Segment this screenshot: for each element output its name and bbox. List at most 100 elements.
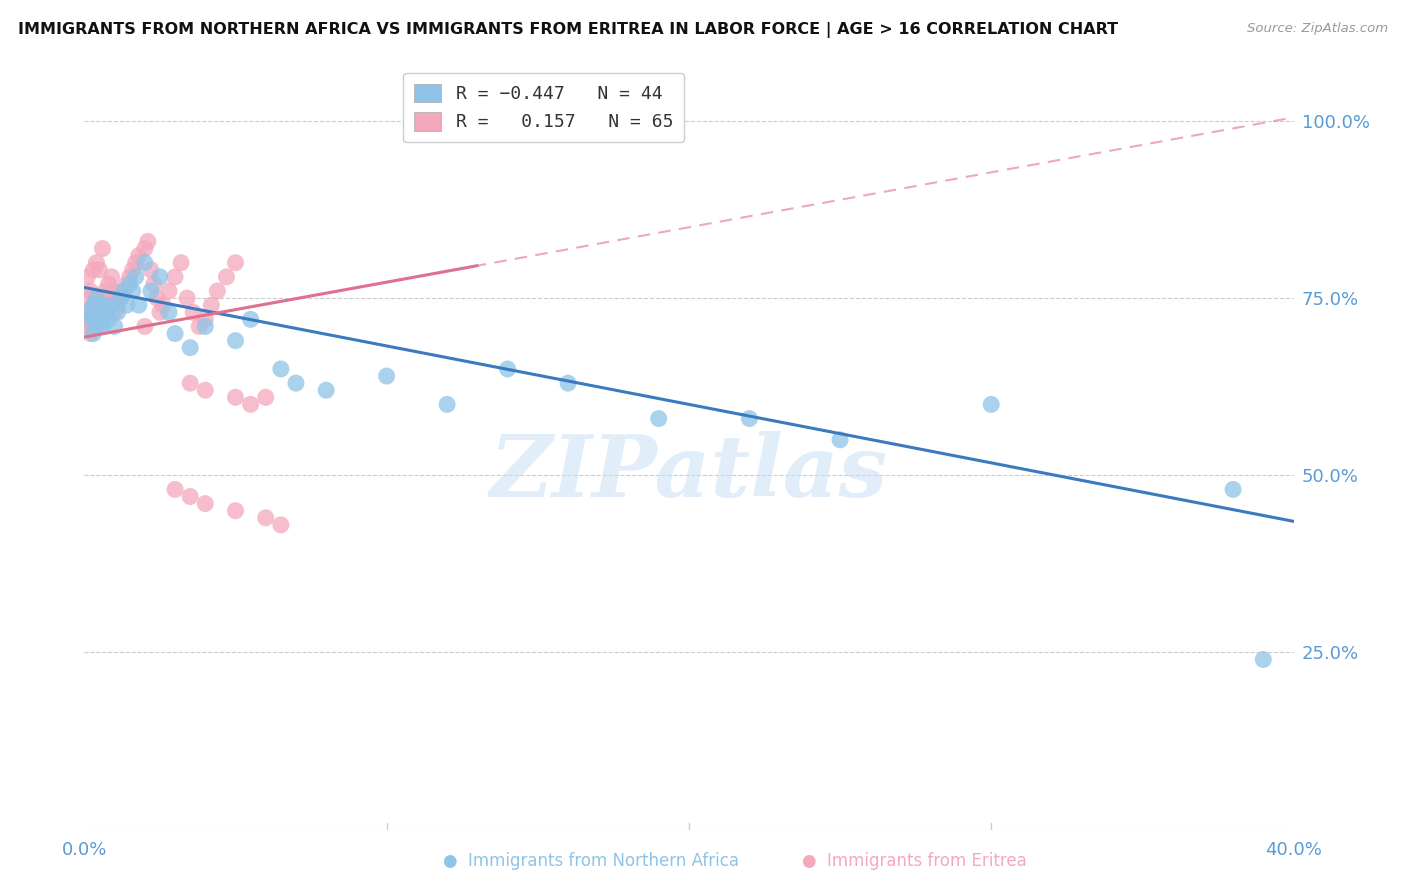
- Point: [112, 284, 135, 298]
- Point: [100, 298, 122, 312]
- Point: [97, 298, 120, 312]
- Text: Source: ZipAtlas.com: Source: ZipAtlas.com: [1247, 22, 1388, 36]
- Point: [152, 298, 174, 312]
- Point: [157, 305, 180, 319]
- Point: [980, 397, 1002, 411]
- Point: [136, 235, 159, 249]
- Point: [254, 390, 277, 404]
- Point: [176, 291, 198, 305]
- Point: [648, 411, 671, 425]
- Point: [104, 305, 127, 319]
- Point: [375, 369, 398, 384]
- Point: [225, 504, 247, 518]
- Point: [97, 277, 120, 291]
- Point: [86, 291, 108, 305]
- Point: [94, 305, 117, 319]
- Point: [115, 298, 138, 312]
- Point: [225, 255, 247, 269]
- Point: [165, 269, 187, 284]
- Point: [239, 397, 262, 411]
- Point: [79, 284, 101, 298]
- Point: [239, 312, 262, 326]
- Point: [76, 312, 98, 326]
- Point: [149, 305, 172, 319]
- Point: [315, 383, 337, 397]
- Point: [107, 298, 129, 312]
- Text: ZIPatlas: ZIPatlas: [489, 432, 889, 515]
- Point: [94, 305, 117, 319]
- Point: [830, 433, 852, 447]
- Point: [215, 269, 238, 284]
- Point: [104, 319, 127, 334]
- Point: [165, 483, 187, 497]
- Point: [557, 376, 579, 391]
- Point: [134, 319, 156, 334]
- Point: [225, 390, 247, 404]
- Text: ●  Immigrants from Eritrea: ● Immigrants from Eritrea: [801, 852, 1026, 870]
- Point: [139, 262, 162, 277]
- Text: ●  Immigrants from Northern Africa: ● Immigrants from Northern Africa: [443, 852, 738, 870]
- Point: [76, 305, 98, 319]
- Point: [194, 497, 217, 511]
- Point: [181, 305, 204, 319]
- Point: [91, 312, 114, 326]
- Point: [86, 255, 108, 269]
- Point: [170, 255, 193, 269]
- Point: [142, 277, 165, 291]
- Text: IMMIGRANTS FROM NORTHERN AFRICA VS IMMIGRANTS FROM ERITREA IN LABOR FORCE | AGE : IMMIGRANTS FROM NORTHERN AFRICA VS IMMIG…: [18, 22, 1118, 38]
- Point: [125, 269, 148, 284]
- Point: [270, 362, 292, 376]
- Point: [118, 269, 141, 284]
- Point: [110, 291, 132, 305]
- Point: [128, 298, 150, 312]
- Point: [125, 255, 148, 269]
- Point: [79, 305, 101, 319]
- Point: [89, 262, 111, 277]
- Point: [149, 269, 172, 284]
- Point: [91, 298, 114, 312]
- Point: [496, 362, 519, 376]
- Point: [82, 326, 104, 341]
- Point: [75, 319, 97, 334]
- Point: [134, 255, 156, 269]
- Point: [1222, 483, 1244, 497]
- Point: [94, 284, 117, 298]
- Point: [86, 319, 108, 334]
- Point: [128, 249, 150, 263]
- Point: [79, 326, 101, 341]
- Point: [285, 376, 308, 391]
- Point: [100, 269, 122, 284]
- Point: [86, 312, 108, 326]
- Point: [79, 312, 101, 326]
- Point: [97, 312, 120, 326]
- Point: [104, 284, 127, 298]
- Point: [89, 305, 111, 319]
- Point: [207, 284, 229, 298]
- Point: [225, 334, 247, 348]
- Point: [118, 277, 141, 291]
- Point: [194, 383, 217, 397]
- Point: [115, 277, 138, 291]
- Point: [91, 291, 114, 305]
- Point: [110, 291, 132, 305]
- Point: [107, 305, 129, 319]
- Point: [254, 510, 277, 524]
- Point: [165, 326, 187, 341]
- Point: [89, 312, 111, 326]
- Point: [738, 411, 761, 425]
- Point: [89, 298, 111, 312]
- Point: [194, 312, 217, 326]
- Point: [179, 341, 201, 355]
- Point: [82, 298, 104, 312]
- Point: [82, 262, 104, 277]
- Point: [89, 319, 111, 334]
- Legend: R = −0.447   N = 44, R =   0.157   N = 65: R = −0.447 N = 44, R = 0.157 N = 65: [404, 73, 685, 142]
- Point: [82, 319, 104, 334]
- Point: [270, 517, 292, 532]
- Point: [121, 284, 143, 298]
- Point: [76, 291, 98, 305]
- Point: [121, 262, 143, 277]
- Point: [100, 291, 122, 305]
- Point: [86, 291, 108, 305]
- Point: [1253, 652, 1275, 666]
